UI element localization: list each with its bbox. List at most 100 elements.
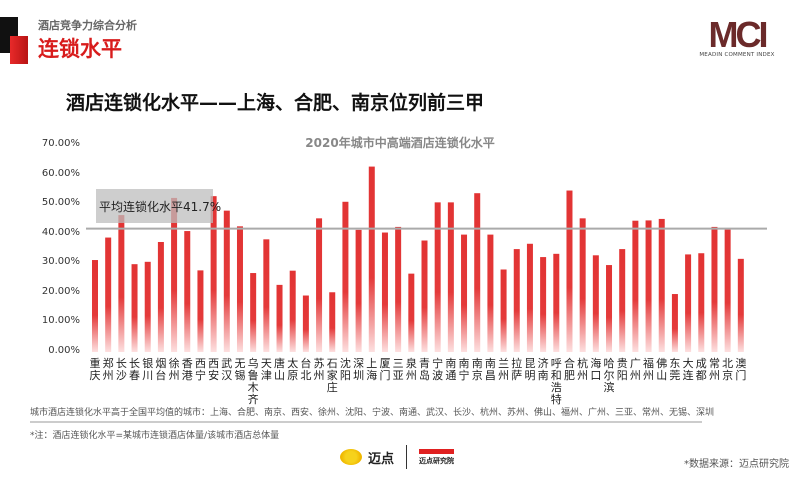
bar-上海 [368, 166, 375, 352]
x-tick-label: 三亚 [392, 357, 404, 382]
x-tick-label: 宁波 [432, 357, 444, 382]
x-tick-label: 呼和浩特 [550, 357, 562, 406]
x-tick-label: 太原 [287, 357, 299, 382]
bar-哈尔滨 [606, 265, 613, 352]
x-tick-label: 东莞 [669, 357, 681, 382]
above-average-note: 城市酒店连锁化水平高于全国平均值的城市：上海、合肥、南京、西安、徐州、沈阳、宁波… [30, 408, 715, 418]
x-tick-label: 唐山 [274, 357, 286, 382]
x-tick-label: 青岛 [419, 357, 430, 382]
bar-唐山 [276, 284, 283, 352]
bar-徐州 [171, 197, 178, 352]
x-tick-label: 苏州 [313, 357, 325, 382]
average-label-box [96, 189, 213, 223]
bar-西宁 [197, 270, 204, 352]
x-tick-label: 徐州 [168, 357, 180, 382]
x-tick-label: 南昌 [484, 357, 496, 382]
bar-石家庄 [329, 292, 336, 352]
bar-大连 [685, 254, 692, 352]
x-tick-label: 无锡 [234, 357, 246, 382]
bar-南通 [447, 202, 454, 352]
data-source: *数据来源：迈点研究院 [684, 459, 789, 470]
x-tick-label: 厦门 [379, 357, 391, 382]
y-tick-label: 30.00% [41, 256, 80, 268]
brand-research-institute: 迈点研究院 [419, 448, 455, 466]
bar-济南 [540, 257, 547, 352]
x-tick-label: 常州 [708, 357, 720, 382]
bar-长沙 [118, 215, 125, 352]
bar-厦门 [381, 232, 388, 352]
x-tick-label: 杭州 [577, 357, 589, 382]
bar-武汉 [223, 210, 230, 352]
y-tick-label: 10.00% [41, 315, 80, 327]
bar-成都 [698, 253, 705, 352]
x-tick-label: 天津 [260, 357, 272, 382]
bar-拉萨 [513, 249, 520, 352]
x-tick-label: 郑州 [102, 357, 114, 382]
bar-香港 [184, 231, 191, 352]
y-tick-label: 40.00% [41, 226, 80, 238]
bar-重庆 [92, 260, 98, 352]
bar-北京 [724, 229, 731, 352]
x-tick-label: 石家庄 [326, 357, 338, 394]
x-tick-label: 武汉 [221, 357, 233, 382]
bar-贵阳 [619, 249, 626, 352]
x-tick-label: 烟台 [155, 357, 167, 382]
bar-兰州 [500, 269, 507, 352]
page-heading: 酒店连锁化水平——上海、合肥、南京位列前三甲 [66, 92, 485, 114]
bar-银川 [144, 261, 151, 352]
x-tick-label: 乌鲁木齐 [247, 357, 259, 406]
decor-red-block [10, 36, 28, 64]
bar-青岛 [421, 240, 428, 352]
x-tick-label: 长春 [129, 357, 141, 382]
meadin-sun-icon [340, 449, 362, 465]
bar-长春 [131, 264, 138, 352]
brand-meadin: 迈点 [368, 451, 395, 467]
x-tick-label: 成都 [695, 357, 707, 382]
logo-divider [406, 445, 408, 469]
x-tick-label: 大连 [682, 357, 694, 382]
y-tick-label: 70.00% [41, 138, 80, 149]
bar-无锡 [236, 226, 243, 352]
bar-泉州 [408, 273, 415, 352]
y-tick-label: 60.00% [41, 167, 80, 179]
x-tick-label: 南京 [471, 357, 483, 382]
x-tick-label: 福州 [643, 357, 655, 382]
bar-宁波 [434, 202, 441, 352]
bar-东莞 [671, 294, 678, 352]
x-tick-label: 合肥 [563, 357, 575, 382]
bar-杭州 [579, 218, 586, 352]
x-tick-label: 上海 [366, 357, 378, 382]
section-label: 酒店竞争力综合分析 [38, 19, 137, 32]
bar-合肥 [566, 190, 573, 352]
x-tick-label: 澳门 [735, 357, 747, 382]
x-tick-label: 台北 [300, 357, 312, 382]
bar-南京 [474, 193, 481, 352]
bar-南宁 [461, 234, 468, 352]
x-tick-label: 重庆 [89, 357, 101, 382]
x-tick-label: 济南 [537, 357, 549, 382]
y-tick-label: 0.00% [48, 345, 80, 356]
bar-南昌 [487, 234, 494, 352]
bar-台北 [302, 295, 309, 352]
bar-海口 [592, 255, 599, 352]
x-tick-label: 长沙 [115, 357, 127, 382]
bar-沈阳 [342, 201, 349, 352]
x-tick-label: 兰州 [498, 357, 510, 382]
bar-三亚 [395, 226, 402, 352]
bar-苏州 [316, 218, 323, 352]
x-tick-label: 贵阳 [616, 357, 628, 382]
x-tick-label: 西宁 [194, 357, 206, 382]
divider [30, 421, 702, 423]
bar-广州 [632, 220, 639, 352]
mci-logo: MCI MEADIN COMMENT INDEX [697, 14, 777, 59]
x-tick-label: 泉州 [405, 357, 417, 382]
x-tick-label: 佛山 [656, 357, 668, 382]
x-tick-label: 香港 [181, 357, 193, 382]
logo-text: MCI [708, 14, 769, 55]
x-tick-label: 拉萨 [511, 357, 523, 382]
bar-佛山 [658, 218, 665, 352]
bar-呼和浩特 [553, 253, 560, 352]
bar-太原 [289, 270, 296, 352]
